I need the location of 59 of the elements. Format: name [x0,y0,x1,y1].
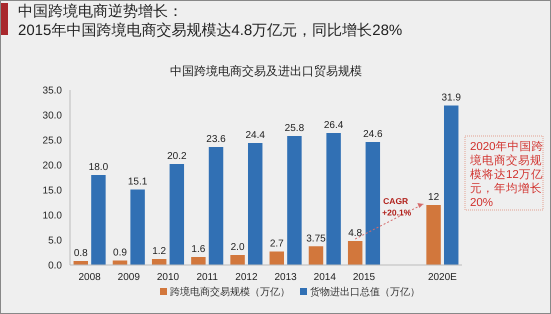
x-tick-label: 2014 [314,272,336,283]
data-label: 4.8 [348,228,363,239]
bar [287,136,302,265]
data-label: 24.6 [363,129,383,140]
data-label: 20.2 [167,151,187,162]
y-tick-label: 35.0 [42,86,62,96]
data-label: 2.7 [270,238,284,250]
data-label: 2.0 [230,242,245,253]
bar [208,147,224,265]
bar [230,255,245,265]
bar [348,241,362,265]
bar [248,143,262,265]
data-label: 15.1 [128,176,148,188]
bar [326,133,341,265]
bar [170,164,184,265]
x-tick-label: 2012 [235,272,258,283]
data-label: 1.2 [152,246,167,257]
bar [91,175,106,265]
y-tick-label: 10.0 [42,210,62,222]
y-tick-label: 15.0 [42,186,62,196]
data-label: 23.6 [206,134,226,145]
bar [191,257,206,265]
bar [444,106,458,265]
data-label: 25.8 [284,123,305,134]
text: 中国跨境电商逆势增长： [18,3,183,20]
annotation: +20.1% [382,208,412,218]
x-tick-label: 2008 [78,272,102,283]
legend-label: 跨境电商交易规模（万亿） [170,286,290,298]
x-tick-label: 2010 [156,272,180,283]
data-label: 0.8 [74,248,88,259]
bar [270,252,284,265]
data-label: 18.0 [88,162,109,173]
data-label: 0.9 [113,248,128,258]
bar [308,246,324,265]
x-tick-label: 2015 [352,272,376,283]
y-tick-label: 30.0 [42,110,62,122]
y-tick-label: 25.0 [42,136,62,146]
data-label: 31.9 [441,92,462,104]
x-tick-label: 2011 [196,272,218,283]
chart-title: 中国跨境电商交易及进出口贸易规模 [170,64,362,78]
text: 2015年中国跨境电商交易规模达4.8万亿元，同比增长28% [18,22,402,39]
legend-label: 货物进出口总值（万亿） [310,286,420,298]
bar [426,205,441,265]
data-label: 12 [428,192,440,203]
data-label: 24.4 [245,130,266,141]
data-label: 26.4 [324,120,344,131]
bar [130,190,145,265]
y-tick-label: 5.0 [48,236,62,246]
x-tick-label: 2020E [428,272,458,283]
text: 2020年中国跨境电商交易规模将达12万亿元，年均增长20% [469,140,544,209]
data-label: 1.6 [191,244,206,255]
x-tick-label: 2013 [274,272,298,283]
bar [152,259,166,265]
y-tick-label: 20.0 [42,160,62,172]
data-label: 3.75 [306,233,326,244]
x-tick-label: 2009 [118,272,140,283]
bar [366,142,380,265]
y-tick-label: 0.0 [48,260,62,272]
annotation: CAGR [383,196,408,206]
